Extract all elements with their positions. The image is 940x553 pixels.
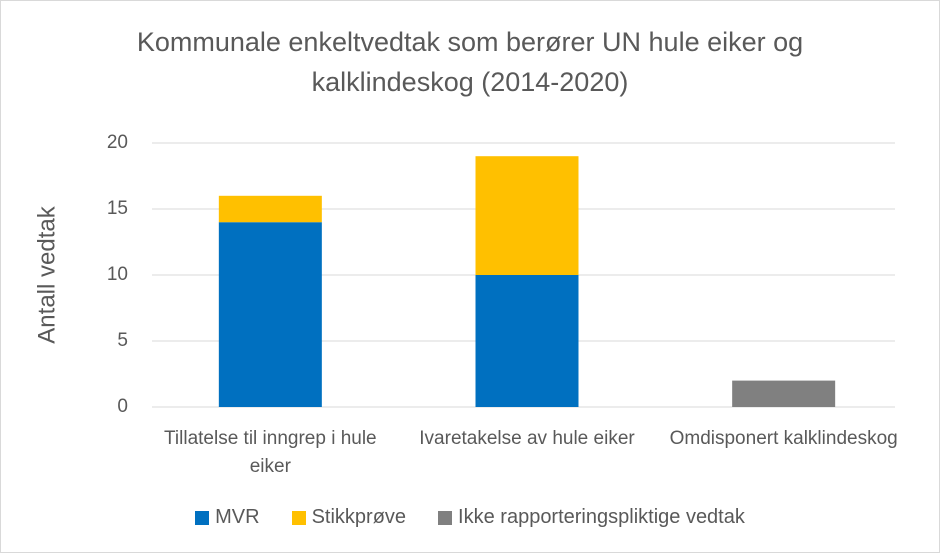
bar-segment: [218, 195, 322, 223]
legend-item: MVR: [195, 506, 260, 529]
y-tick-label: 20: [107, 132, 128, 153]
bar-segment: [732, 380, 836, 407]
legend-label: Ikke rapporteringspliktige vedtak: [458, 506, 745, 528]
x-tick-label: Omdisponert kalklindeskog: [669, 428, 898, 449]
y-axis-label: Antall vedtak: [33, 205, 60, 343]
bar-segment: [475, 156, 579, 275]
legend-swatch: [291, 510, 306, 525]
legend-item: Stikkprøve: [291, 506, 407, 529]
y-tick-label: 0: [117, 396, 128, 417]
x-tick-label: Tillatelse til inngrep i hule eiker: [164, 428, 377, 477]
legend-label: MVR: [215, 506, 260, 528]
legend-swatch: [195, 510, 210, 525]
legend-label: Stikkprøve: [311, 506, 407, 528]
chart-title: Kommunale enkeltvedtak som berører UN hu…: [136, 27, 804, 97]
bar-segment: [218, 222, 322, 407]
y-tick-label: 10: [107, 264, 128, 285]
legend: MVR Stikkprøve Ikke rapporteringspliktige …: [0, 506, 940, 529]
y-tick-label: 5: [117, 330, 128, 351]
x-tick-label: Ivaretakelse av hule eiker: [419, 428, 635, 449]
y-tick-label: 15: [107, 198, 128, 219]
legend-swatch: [438, 510, 453, 525]
bar-segment: [475, 275, 579, 407]
legend-item: Ikke rapporteringspliktige vedtak: [438, 506, 745, 529]
